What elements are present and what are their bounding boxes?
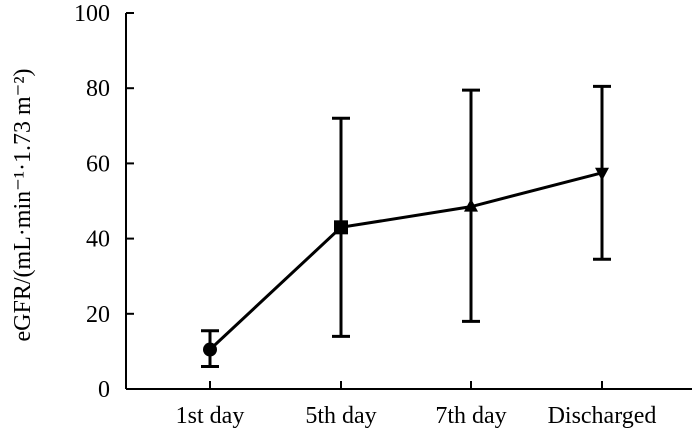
x-tick-label: 7th day [435, 403, 506, 429]
x-tick-label: 5th day [305, 403, 376, 429]
x-tick-label: Discharged [548, 403, 657, 429]
y-tick-label: 60 [86, 151, 110, 177]
y-tick-label: 40 [86, 227, 110, 253]
series-line [208, 171, 603, 351]
marker-circle [203, 342, 217, 357]
marker-triangle-up [464, 198, 478, 212]
markers [203, 167, 609, 357]
axes [125, 13, 692, 390]
x-tick-label: 1st day [176, 403, 245, 429]
y-axis-label: eGFR/(mL·min⁻¹·1.73 m⁻²) [10, 68, 36, 341]
error-bars [201, 84, 611, 368]
series-line-group [208, 171, 603, 351]
marker-triangle-down [595, 167, 609, 181]
y-tick-label: 0 [98, 377, 110, 403]
y-tick-label: 80 [86, 76, 110, 102]
y-ticks: 0 20 40 60 80 100 [74, 1, 134, 403]
marker-square [334, 220, 348, 235]
y-tick-label: 20 [86, 302, 110, 328]
y-tick-label: 100 [74, 1, 110, 27]
x-ticks: 1st day 5th day 7th day Discharged [176, 381, 657, 429]
